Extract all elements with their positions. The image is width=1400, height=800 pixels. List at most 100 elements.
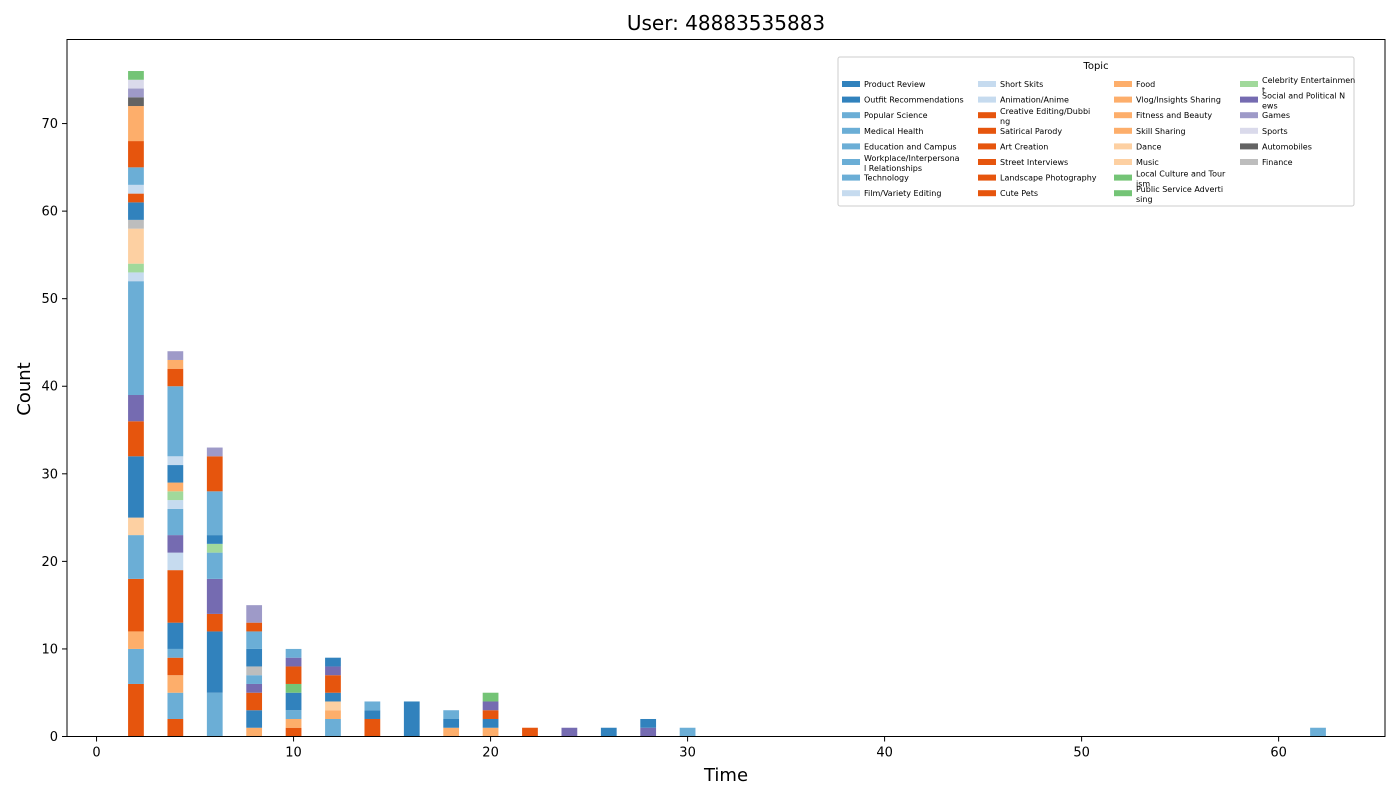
bar-segment (167, 675, 184, 693)
legend-swatch (842, 143, 860, 150)
bar-segment (482, 710, 499, 719)
bar-segment (206, 447, 223, 457)
legend-label: Sports (1262, 127, 1288, 136)
legend-swatch (1240, 159, 1258, 165)
legend-label: Outfit Recommendations (864, 96, 964, 105)
bar-segment (167, 648, 184, 658)
bar-segment (206, 552, 223, 579)
bar-segment (443, 710, 460, 719)
bar-segment (679, 727, 696, 737)
legend-label: Short Skits (1000, 80, 1043, 89)
legend-label: Celebrity Entertainmen t (1262, 76, 1355, 95)
bar-segment (246, 648, 263, 667)
x-axis: 0 10 20 30 40 50 60 (92, 736, 1287, 761)
legend-swatch (842, 190, 860, 197)
bar-segment (167, 491, 184, 501)
bar-segment (128, 535, 144, 579)
bar-segment (206, 456, 223, 492)
bar-segment (128, 631, 144, 649)
bar-segment (403, 701, 420, 737)
bar-segment (167, 351, 184, 360)
bar-segment (561, 727, 578, 737)
legend-title: Topic (1082, 61, 1108, 72)
bar-segment (128, 219, 144, 229)
legend-label: Popular Science (864, 111, 928, 120)
legend-label: Food (1136, 80, 1155, 89)
x-tick-label: 10 (285, 746, 302, 761)
bar-segment (128, 106, 144, 142)
legend-swatch (842, 96, 860, 103)
bar-segment (206, 692, 223, 737)
legend-label: Music (1136, 158, 1159, 167)
bar-segment (640, 718, 657, 728)
plot-frame (66, 39, 1386, 737)
bars-layer (128, 71, 1326, 737)
legend-swatch (1114, 143, 1132, 150)
legend-label: Satirical Parody (1000, 127, 1062, 136)
legend-swatch (978, 174, 996, 181)
bar-segment (246, 605, 263, 623)
legend-swatch (842, 127, 860, 134)
bar-segment (128, 71, 144, 80)
legend-swatch (1114, 190, 1132, 197)
legend-swatch (978, 112, 996, 119)
y-tick-label: 60 (41, 205, 58, 220)
legend-label: Finance (1262, 158, 1293, 167)
legend-label: Local Culture and Tour ism (1136, 170, 1226, 189)
bar-segment (246, 675, 263, 684)
bar-segment (285, 666, 302, 684)
bar-segment (128, 281, 144, 396)
bar-segment (128, 193, 144, 203)
bar-segment (167, 359, 184, 369)
legend-swatch (1240, 112, 1258, 119)
bar-segment (128, 456, 144, 518)
y-tick-label: 20 (41, 555, 58, 570)
bar-segment (325, 692, 341, 702)
bar-segment (325, 718, 341, 737)
bar-segment (246, 683, 263, 693)
legend-swatch (978, 190, 996, 197)
bar-segment (206, 613, 223, 632)
bar-segment (128, 578, 144, 632)
bar-segment (167, 386, 184, 457)
x-tick-label: 20 (482, 746, 499, 761)
bar-segment (285, 727, 302, 737)
legend-swatch (978, 81, 996, 87)
y-tick-label: 40 (41, 380, 58, 395)
bar-segment (167, 500, 184, 509)
legend-swatch (1240, 81, 1258, 87)
legend-label: Dance (1136, 142, 1162, 151)
bar-segment (128, 263, 144, 273)
legend-label: Vlog/Insights Sharing (1136, 96, 1221, 105)
bar-segment (167, 368, 184, 387)
legend-label: Games (1262, 111, 1290, 120)
bar-segment (167, 465, 184, 483)
y-axis-label: Count (14, 362, 35, 415)
bar-segment (128, 184, 144, 194)
legend-box (837, 56, 1355, 207)
bar-segment (364, 718, 381, 737)
legend-swatch (842, 159, 860, 165)
bar-segment (246, 631, 263, 649)
legend-swatch (978, 143, 996, 150)
x-tick-label: 60 (1270, 746, 1287, 761)
bar-segment (325, 657, 341, 667)
bar-segment (167, 552, 184, 571)
bar-segment (167, 622, 184, 649)
bar-segment (206, 491, 223, 536)
legend-swatch (842, 81, 860, 87)
bar-segment (325, 701, 341, 711)
bar-segment (364, 710, 381, 719)
bar-segment (128, 421, 144, 457)
bar-segment (167, 535, 184, 553)
bar-segment (364, 701, 381, 711)
bar-segment (246, 692, 263, 711)
bar-segment (128, 79, 144, 89)
legend-label: Fitness and Beauty (1136, 111, 1212, 120)
legend-swatch (1114, 174, 1132, 181)
x-tick-label: 0 (92, 746, 100, 761)
legend-swatch (978, 96, 996, 103)
legend-swatch (1114, 127, 1132, 134)
bar-segment (482, 701, 499, 711)
